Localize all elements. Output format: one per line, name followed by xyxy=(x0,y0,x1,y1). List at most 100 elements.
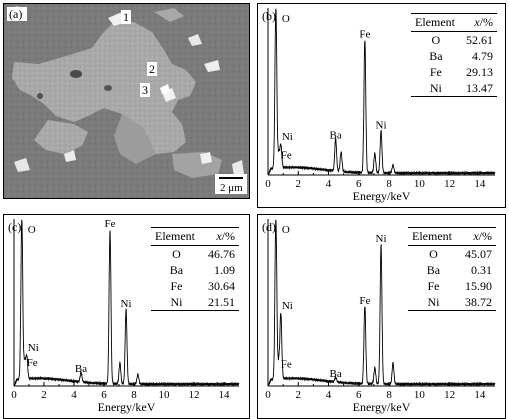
x-tick-label: 6 xyxy=(356,389,362,401)
peak-label-fe: Fe xyxy=(105,218,116,230)
table-row: Ni 13.47 xyxy=(411,80,497,97)
panel-label: (b) xyxy=(262,9,276,23)
pore xyxy=(37,93,43,99)
table-header-row: Element x/% xyxy=(411,13,497,32)
bright-particle xyxy=(204,60,220,72)
table-header-fraction: x/% xyxy=(201,227,239,246)
element-cell: Ni xyxy=(170,295,183,309)
table-header-element: Element xyxy=(151,227,202,246)
pore xyxy=(70,70,82,78)
sem-micrograph: (a) 1 2 3 2 μm xyxy=(4,4,249,198)
composition-table-b: Element x/% O 52.61 Ba 4.79 Fe 29.13 Ni 13.4… xyxy=(411,13,497,97)
table-header-fraction: x/% xyxy=(458,227,496,246)
panel-label: (d) xyxy=(262,220,276,234)
element-cell: Ba xyxy=(429,49,443,63)
peak-label-ni: Ni xyxy=(121,298,132,310)
fraction-cell: 46.76 xyxy=(208,247,235,261)
table-row: Ba 1.09 xyxy=(151,262,239,278)
x-tick-label: 14 xyxy=(219,389,231,401)
peak-label-fe: Fe xyxy=(281,359,292,371)
peak-label-ba: Ba xyxy=(330,129,342,141)
table-header-element: Element xyxy=(408,227,459,246)
fraction-cell: 30.64 xyxy=(208,279,235,293)
table-row: Fe 15.90 xyxy=(408,278,496,294)
peak-label-o: O xyxy=(282,13,290,25)
bright-particle xyxy=(14,158,30,172)
x-tick-label: 10 xyxy=(159,389,171,401)
table-row: Ba 4.79 xyxy=(411,48,497,64)
x-tick-label: 2 xyxy=(41,389,47,401)
table-row: Ni 38.72 xyxy=(408,294,496,311)
peak-label-ni: Ni xyxy=(282,300,293,312)
peak-label-ni: Ni xyxy=(282,131,293,143)
fraction-cell: 52.61 xyxy=(466,33,493,47)
scale-bar-label: 2 μm xyxy=(220,182,243,194)
point-marker-bg xyxy=(121,10,131,24)
eds-spectrum-c: (c) 0 2 4 6 8 10 12 14 Energy/keV O Fe Ni Ba Fe Ni xyxy=(8,218,240,414)
x-tick-label: 8 xyxy=(131,389,137,401)
x-tick-label: 14 xyxy=(474,178,486,190)
fraction-cell: 38.72 xyxy=(465,295,492,309)
spectrum-line xyxy=(267,8,496,176)
x-tick-label: 14 xyxy=(474,389,486,401)
bright-particle xyxy=(200,152,212,164)
composition-table-c: Element x/% O 46.76 Ba 1.09 Fe 30.64 Ni 21.5… xyxy=(151,227,239,311)
table-row: O 45.07 xyxy=(408,246,496,263)
x-tick-label: 12 xyxy=(444,389,455,401)
bright-particle xyxy=(188,34,202,46)
peak-label-ni: Ni xyxy=(376,233,387,245)
x-tick-label: 12 xyxy=(189,389,200,401)
bright-particle xyxy=(232,160,244,176)
eds-spectrum-panel-b: (b) 0 2 4 6 8 10 12 14 Energy/keV O Fe Ni Ba Fe Ni Elem… xyxy=(257,3,506,208)
panel-label-bg xyxy=(7,7,27,21)
element-cell: O xyxy=(172,247,181,261)
element-cell: Fe xyxy=(427,279,440,293)
table-row: Ni 21.51 xyxy=(151,294,239,311)
x-tick-label: 8 xyxy=(386,389,392,401)
x-tick-label: 10 xyxy=(414,389,426,401)
gray-phase-region xyxy=(114,114,156,164)
x-tick-label: 4 xyxy=(71,389,77,401)
element-cell: Ba xyxy=(426,263,441,277)
point-marker-bg xyxy=(140,83,150,97)
pore xyxy=(104,85,112,91)
element-cell: Fe xyxy=(170,279,183,293)
point-marker-bg xyxy=(147,62,157,76)
x-tick-label: 6 xyxy=(356,178,362,190)
peak-label-fe: Fe xyxy=(27,357,38,369)
panel-label: (c) xyxy=(8,220,21,234)
point-marker-1: 1 xyxy=(123,10,129,24)
bright-particle xyxy=(160,84,170,94)
fraction-cell: 29.13 xyxy=(466,65,493,79)
spectrum-line xyxy=(267,219,496,387)
table-row: Ba 0.31 xyxy=(408,262,496,278)
gray-phase-region xyxy=(34,120,88,154)
sem-micrograph-panel: (a) 1 2 3 2 μm xyxy=(3,3,250,199)
fraction-cell: 45.07 xyxy=(465,247,492,261)
peak-label-ni: Ni xyxy=(28,342,39,354)
x-tick-label: 0 xyxy=(265,389,271,401)
eds-spectrum-b: (b) 0 2 4 6 8 10 12 14 Energy/keV O Fe Ni Ba Fe Ni xyxy=(262,8,496,203)
table-header-row: Element x/% xyxy=(151,227,239,246)
element-cell: Ni xyxy=(427,295,440,309)
x-axis-label: Energy/keV xyxy=(353,400,411,414)
fraction-cell: 0.31 xyxy=(471,263,492,277)
element-cell: Ba xyxy=(169,263,184,277)
element-cell: O xyxy=(431,33,441,47)
table-header-element: Element xyxy=(411,13,461,32)
x-tick-label: 4 xyxy=(326,178,332,190)
bright-particle xyxy=(64,150,76,162)
peak-label-fe: Fe xyxy=(359,28,370,40)
table-row: O 52.61 xyxy=(411,32,497,49)
table-row: Fe 30.64 xyxy=(151,278,239,294)
peak-label-fe: Fe xyxy=(281,149,292,161)
x-tick-label: 4 xyxy=(326,389,332,401)
x-axis-label: Energy/keV xyxy=(353,189,411,203)
x-tick-label: 2 xyxy=(296,178,302,190)
spectrum-line xyxy=(13,219,240,387)
fraction-cell: 4.79 xyxy=(472,49,493,63)
peak-label-ni: Ni xyxy=(376,120,387,132)
x-tick-label: 2 xyxy=(296,389,302,401)
fraction-cell: 15.90 xyxy=(465,279,492,293)
element-cell: Fe xyxy=(429,65,442,79)
